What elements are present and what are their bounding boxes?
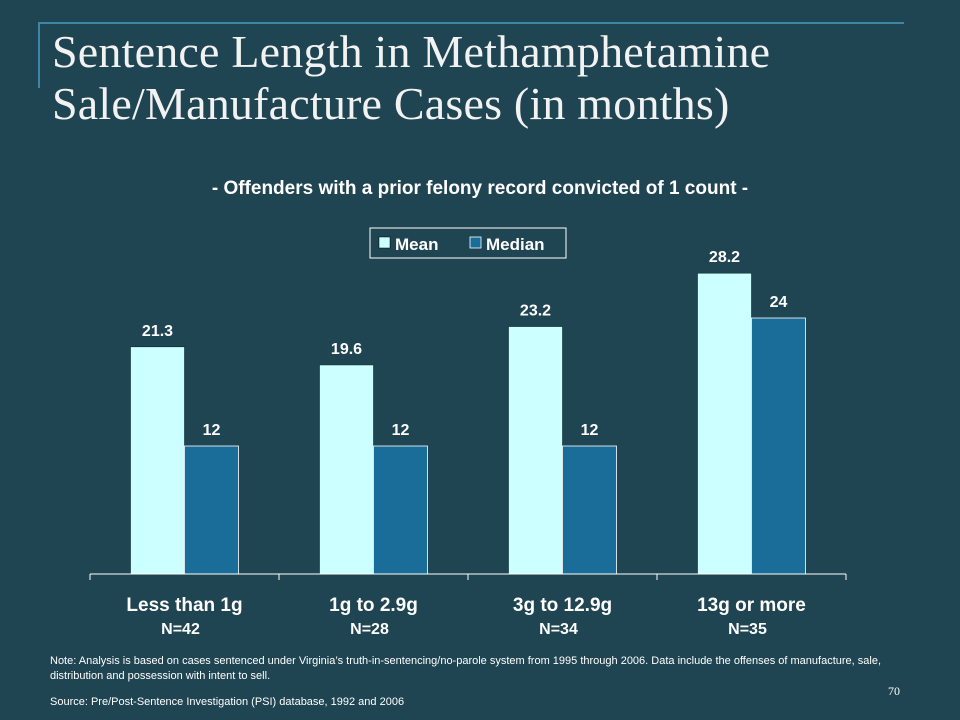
category-label-3g-to-12-9g: 3g to 12.9g: [513, 595, 612, 616]
legend-label-median: Median: [486, 235, 545, 254]
value-label-mean-1g-to-2-9g: 19.6: [331, 341, 362, 358]
sample-size-13g-or-more: N=35: [728, 621, 767, 638]
bar-mean-13g-or-more: [697, 272, 752, 575]
value-label-median-3g-to-12-9g: 12: [581, 422, 599, 439]
chart-subtitle: - Offenders with a prior felony record c…: [211, 178, 749, 199]
legend-frame: [369, 227, 567, 259]
page-number: 70: [888, 684, 900, 698]
sample-size-1g-to-2-9g: N=28: [350, 621, 389, 638]
legend-swatch-median: [469, 236, 482, 249]
category-label-1g-to-2-9g: 1g to 2.9g: [329, 595, 418, 616]
bar-median-less-than-1g: [184, 445, 239, 575]
title-accent-bar: [38, 22, 40, 88]
value-label-median-13g-or-more: 24: [770, 294, 788, 311]
bar-mean-3g-to-12-9g: [508, 326, 563, 575]
chart-legend: Mean Median: [369, 227, 567, 259]
value-label-median-less-than-1g: 12: [203, 422, 221, 439]
category-labels-group: Less than 1g N=42 1g to 2.9g N=28 3g to 12.9…: [126, 595, 805, 638]
sample-size-3g-to-12-9g: N=34: [539, 621, 578, 638]
sample-size-less-than-1g: N=42: [161, 621, 200, 638]
value-label-mean-13g-or-more: 28.2: [709, 249, 740, 266]
title-accent-line: [38, 22, 904, 24]
bar-mean-1g-to-2-9g: [319, 364, 374, 575]
x-axis-ticks: [89, 574, 847, 580]
legend-swatch-mean: [378, 236, 391, 249]
category-label-less-than-1g: Less than 1g: [126, 595, 242, 616]
bars-group: [130, 272, 806, 575]
bar-median-3g-to-12-9g: [562, 445, 617, 575]
value-labels-group: 21.3 12 19.6 12 23.2 12 28.2 24: [142, 249, 788, 439]
category-label-13g-or-more: 13g or more: [697, 595, 806, 616]
value-label-mean-less-than-1g: 21.3: [142, 323, 173, 340]
value-label-mean-3g-to-12-9g: 23.2: [520, 303, 551, 320]
bar-median-1g-to-2-9g: [373, 445, 428, 575]
bar-mean-less-than-1g: [130, 346, 185, 575]
bar-median-13g-or-more: [751, 317, 806, 575]
value-label-median-1g-to-2-9g: 12: [392, 422, 410, 439]
bar-chart: Mean Median 21.3 12 19.6 12 23.2 12 28.2 24 Les…: [89, 227, 847, 638]
source-line: Source: Pre/Post-Sentence Investigation …: [50, 696, 405, 708]
slide-title: Sentence Length in Methamphetamine Sale/…: [52, 26, 771, 129]
footnote: Note: Analysis is based on cases sentenc…: [50, 655, 881, 682]
legend-label-mean: Mean: [395, 235, 438, 254]
